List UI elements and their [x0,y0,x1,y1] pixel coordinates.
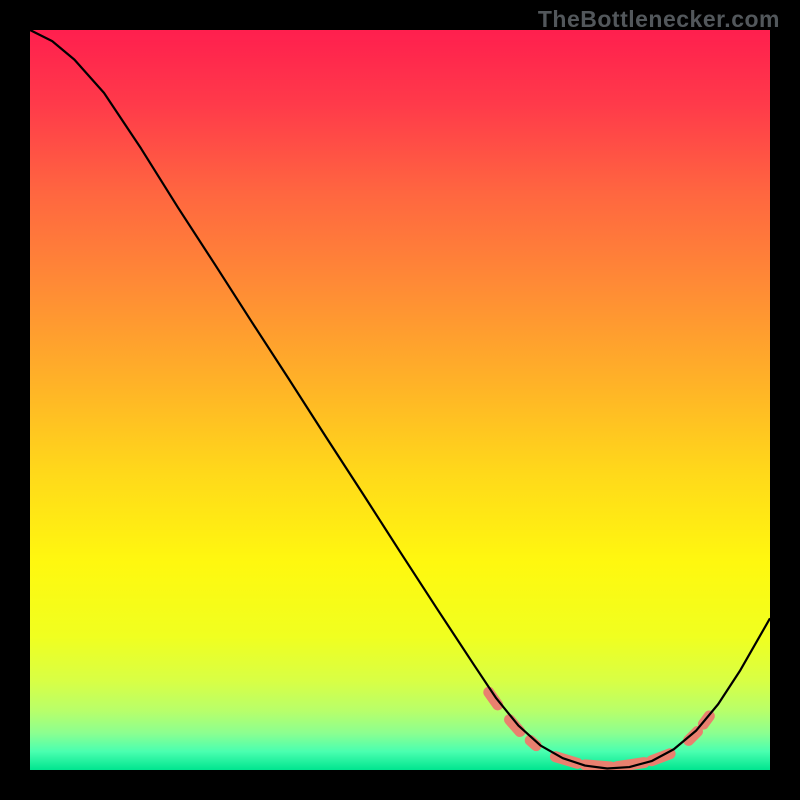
watermark-text: TheBottlenecker.com [538,6,780,33]
plot-area [30,30,770,770]
main-curve [30,30,770,769]
chart-svg [30,30,770,770]
chart-wrap: TheBottlenecker.com [0,0,800,800]
